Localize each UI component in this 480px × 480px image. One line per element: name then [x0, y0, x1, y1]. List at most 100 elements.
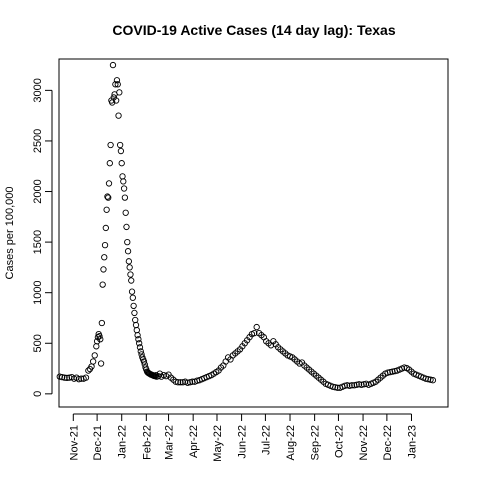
- data-point: [104, 193, 111, 200]
- data-point: [116, 89, 123, 96]
- data-point: [386, 368, 394, 376]
- data-point: [177, 379, 184, 386]
- y-tick-label-6: 3000: [32, 78, 44, 102]
- data-point: [106, 160, 113, 167]
- y-tick-label-5: 2500: [32, 129, 44, 153]
- x-tick-label-8: Jul-22: [260, 425, 272, 455]
- data-point: [348, 382, 356, 389]
- data-point: [66, 374, 73, 381]
- data-point: [119, 173, 126, 180]
- data-point: [118, 160, 125, 167]
- x-tick-label-2: Jan-22: [117, 425, 129, 459]
- data-point: [126, 264, 133, 271]
- data-point: [389, 368, 396, 375]
- data-point: [75, 376, 83, 383]
- data-point: [120, 185, 128, 192]
- y-axis: 0 500 1000 1500 2000 2500 3000: [32, 78, 53, 397]
- chart-title: COVID-19 Active Cases (14 day lag): Texa…: [112, 22, 395, 38]
- data-point: [186, 379, 194, 386]
- x-tick-label-6: May-22: [212, 425, 224, 462]
- data-point: [174, 379, 182, 386]
- data-point: [105, 180, 113, 187]
- data-point: [137, 348, 144, 355]
- data-point: [184, 379, 191, 386]
- data-point: [56, 373, 63, 380]
- data-point: [251, 329, 258, 337]
- data-point: [129, 294, 136, 301]
- data-point: [98, 319, 106, 327]
- data-point: [179, 379, 186, 386]
- data-point: [103, 206, 110, 213]
- y-axis-label: Cases per 100,000: [4, 187, 16, 280]
- data-point: [121, 194, 129, 201]
- data-point: [134, 332, 141, 339]
- data-point: [82, 374, 90, 381]
- data-point: [100, 266, 107, 273]
- data-point: [117, 147, 125, 155]
- x-tick-label-1: Dec-21: [92, 425, 104, 460]
- data-point: [112, 81, 119, 88]
- data-point: [97, 336, 104, 343]
- data-point: [353, 381, 360, 388]
- data-point: [133, 326, 140, 334]
- data-point: [424, 376, 432, 383]
- x-tick-label-10: Sep-22: [310, 425, 322, 460]
- data-point: [99, 281, 106, 288]
- data-point: [172, 378, 179, 385]
- data-point: [127, 271, 134, 278]
- x-tick-label-12: Nov-22: [358, 425, 370, 460]
- data-point: [332, 384, 339, 391]
- data-point: [384, 369, 391, 376]
- x-tick-label-9: Aug-22: [285, 425, 297, 460]
- data-point: [189, 378, 196, 385]
- data-point: [344, 382, 351, 389]
- x-tick-label-11: Oct-22: [333, 425, 345, 458]
- data-point: [101, 254, 108, 261]
- data-point: [93, 338, 101, 345]
- data-point: [91, 352, 98, 359]
- data-point: [124, 248, 132, 255]
- data-point: [156, 370, 163, 377]
- data-point: [114, 81, 121, 88]
- data-point: [93, 343, 100, 350]
- data-point: [85, 367, 92, 374]
- data-point: [341, 382, 348, 389]
- data-point: [101, 241, 109, 249]
- data-point: [59, 374, 66, 381]
- data-point: [107, 141, 114, 149]
- data-point: [105, 194, 112, 201]
- data-point: [358, 381, 365, 388]
- data-point: [63, 374, 71, 382]
- data-point: [135, 336, 142, 343]
- plot-frame: [58, 58, 449, 408]
- data-point: [329, 383, 337, 390]
- data-point: [89, 358, 97, 365]
- data-point: [136, 340, 143, 347]
- data-point: [130, 302, 137, 309]
- data-point: [136, 344, 144, 351]
- data-point: [124, 238, 131, 246]
- data-point: [78, 375, 85, 382]
- data-point: [102, 224, 109, 232]
- data-point: [132, 321, 140, 329]
- data-point: [128, 288, 136, 295]
- x-tick-label-5: Apr-22: [188, 425, 200, 458]
- data-point: [123, 223, 130, 231]
- data-point: [355, 381, 363, 388]
- data-point: [253, 323, 260, 331]
- data-point: [109, 61, 117, 69]
- x-tick-label-13: Dec-22: [382, 425, 394, 460]
- data-point: [360, 381, 367, 388]
- x-tick-label-4: Mar-22: [164, 425, 176, 460]
- data-point: [113, 77, 121, 84]
- data-point: [128, 277, 135, 284]
- y-tick-label-3: 1500: [32, 230, 44, 254]
- x-tick-label-3: Feb-22: [141, 425, 153, 460]
- y-tick-label-1: 500: [32, 334, 44, 352]
- data-point: [427, 376, 434, 383]
- data-point: [351, 382, 358, 389]
- data-point: [131, 309, 138, 317]
- x-axis: Nov-21 Dec-21 Jan-22 Feb-22 Mar-22 Apr-22 May-…: [68, 413, 418, 462]
- data-point: [116, 141, 124, 149]
